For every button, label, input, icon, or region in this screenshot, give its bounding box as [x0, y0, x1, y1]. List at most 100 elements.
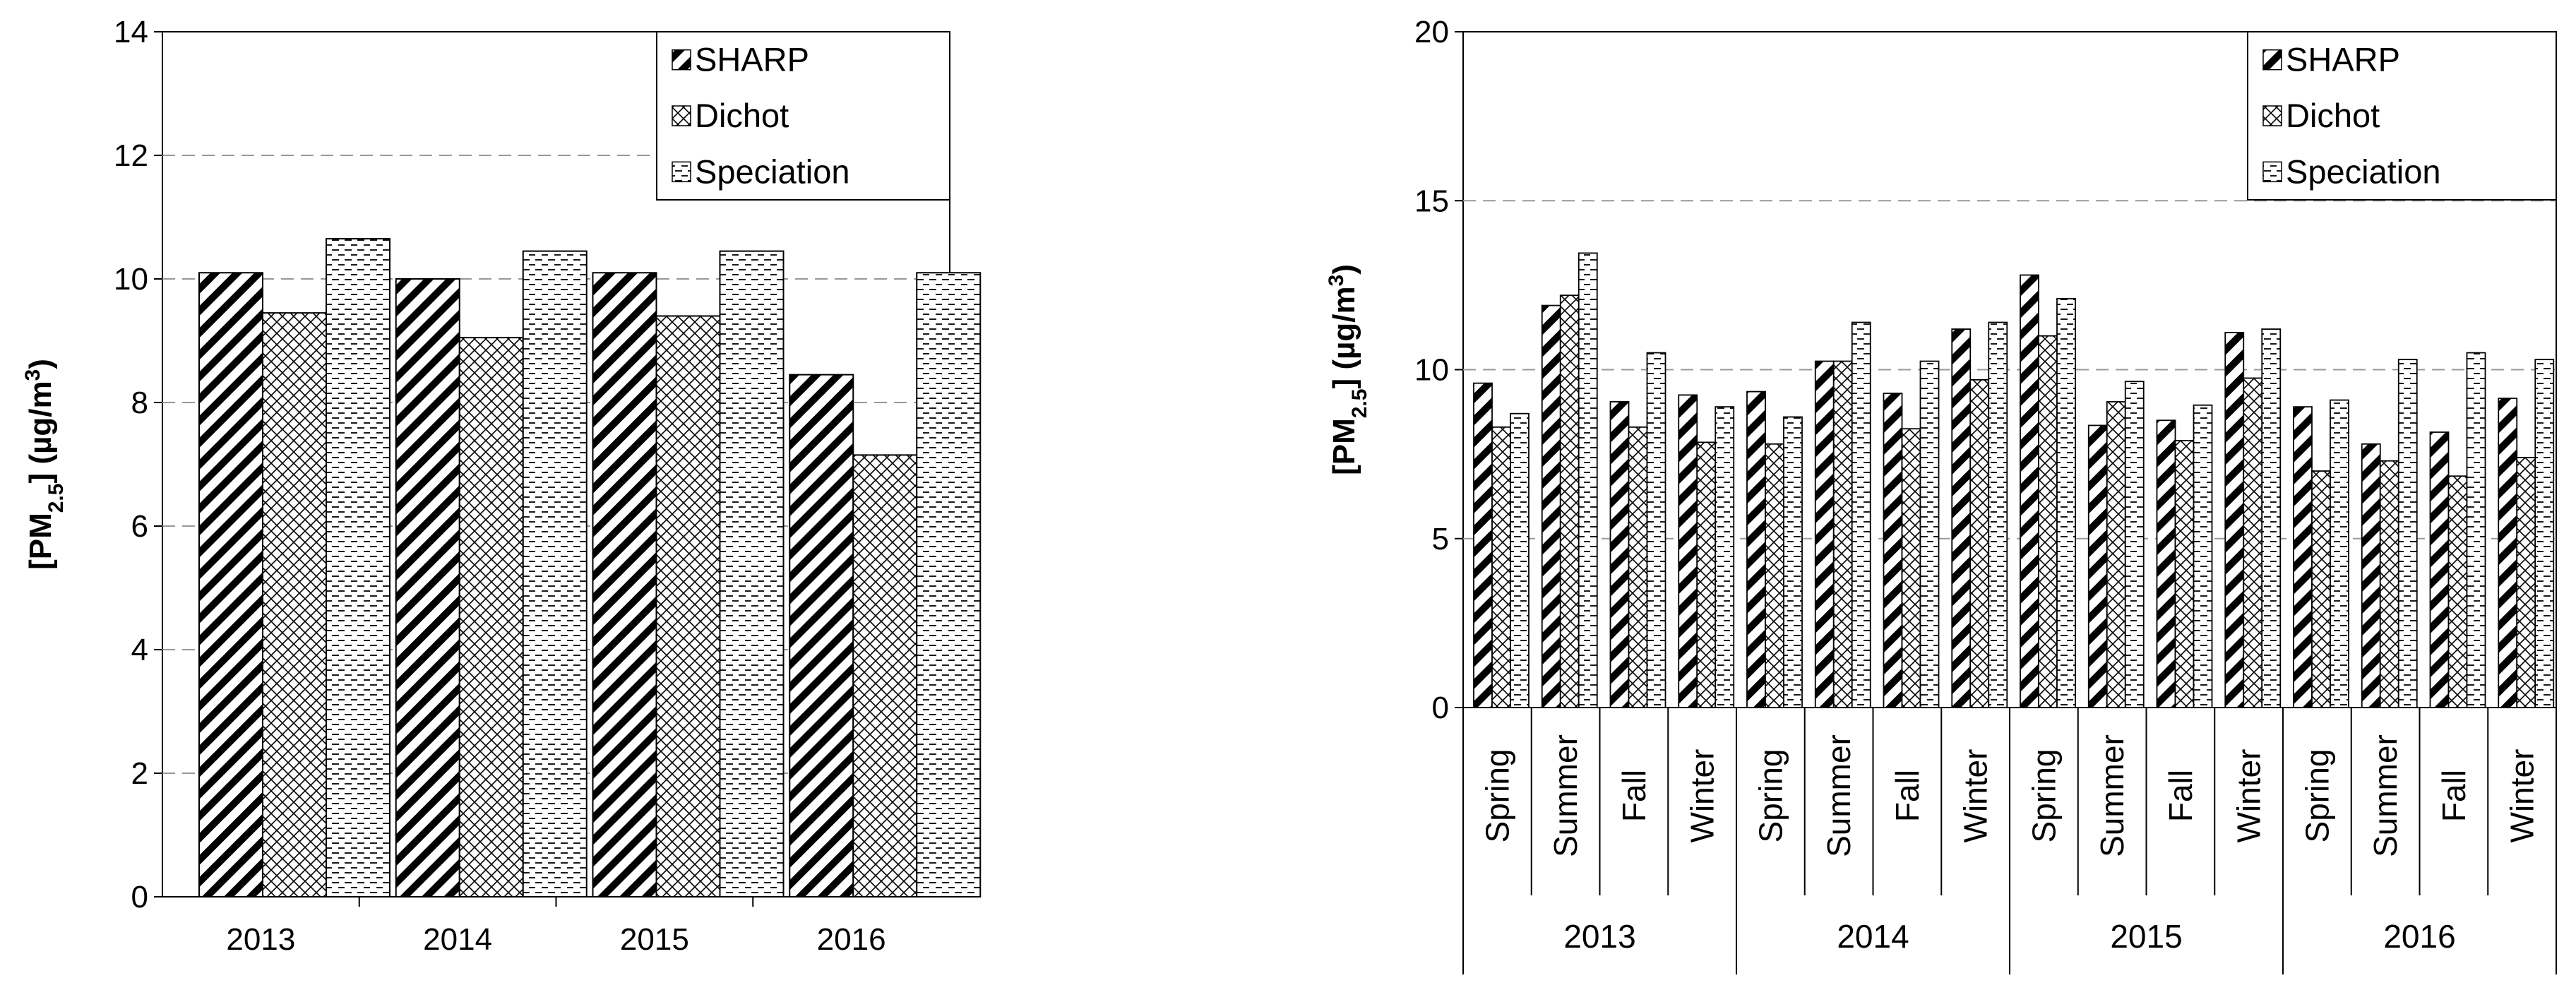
bar-speciation-0: [1510, 412, 1530, 708]
y-tick-label: 0: [131, 880, 148, 914]
legend-swatch-speciation: [672, 161, 691, 183]
season-label: Summer: [1820, 734, 1857, 857]
bar-sharp-0: [1473, 382, 1493, 708]
bar-dichot-2014: [458, 337, 524, 897]
bar-dichot-5: [1832, 360, 1853, 708]
legend-swatch-sharp: [672, 49, 691, 71]
bar-dichot-12: [2311, 470, 2331, 708]
bar-dichot-2013: [262, 312, 327, 897]
chart-seasonal: 0 5 10 15 20 Spring Summer Fall Winter Spring Summ…: [1325, 15, 2557, 974]
x-tick-label: 2013: [226, 922, 295, 957]
legend-label-sharp: SHARP: [2286, 41, 2400, 78]
bar-sharp-6: [1883, 393, 1903, 708]
y-tick-label: 6: [131, 509, 148, 544]
y-tick-label: 10: [114, 262, 148, 297]
year-group-label: 2016: [2383, 918, 2455, 955]
bar-dichot-0: [1491, 426, 1511, 708]
y-axis-label: [PM2.5] (µg/m3): [1325, 264, 1371, 475]
bar-dichot-6: [1901, 428, 1921, 708]
season-label: Winter: [1684, 749, 1721, 843]
bar-dichot-2016: [852, 454, 918, 897]
y-tick-label: 2: [131, 756, 148, 791]
bar-sharp-4: [1746, 390, 1766, 708]
y-tick-label: 5: [1432, 522, 1449, 556]
legend-label-dichot: Dichot: [695, 97, 789, 134]
season-label: Summer: [1547, 734, 1584, 857]
bar-sharp-8: [2020, 274, 2039, 708]
y-tick-label: 12: [114, 138, 148, 173]
bar-speciation-12: [2330, 399, 2349, 708]
season-label: Summer: [2094, 734, 2130, 857]
bar-speciation-2014: [522, 250, 588, 897]
legend: SHARP Dichot Speciation: [656, 31, 950, 201]
bar-sharp-7: [1951, 328, 1972, 708]
bar-sharp-2014: [395, 278, 460, 897]
bar-dichot-14: [2447, 475, 2468, 708]
bar-sharp-1: [1541, 304, 1561, 708]
bar-speciation-2013: [326, 238, 390, 897]
bar-speciation-11: [2261, 328, 2282, 708]
season-label: Spring: [2025, 749, 2062, 843]
x-tick-label: 2016: [817, 922, 886, 957]
bar-dichot-11: [2243, 377, 2263, 708]
bar-dichot-3: [1696, 441, 1717, 708]
bar-speciation-5: [1851, 321, 1871, 708]
bar-speciation-14: [2466, 352, 2486, 708]
year-group-label: 2013: [1563, 918, 1635, 955]
bar-speciation-2016: [916, 272, 982, 897]
bar-dichot-15: [2516, 457, 2536, 708]
legend-label-dichot: Dichot: [2286, 97, 2380, 134]
legend-swatch-sharp: [2262, 49, 2282, 71]
legend-label-speciation: Speciation: [2286, 153, 2441, 190]
bar-speciation-2: [1646, 352, 1666, 708]
season-label: Winter: [1957, 749, 1994, 843]
bar-speciation-2015: [719, 250, 785, 897]
bar-sharp-15: [2498, 398, 2518, 708]
bar-sharp-2: [1609, 401, 1630, 708]
bar-sharp-14: [2429, 431, 2450, 708]
x-tick-label: 2014: [423, 922, 492, 957]
season-label: Winter: [2504, 749, 2541, 843]
legend-box: [2247, 31, 2557, 201]
year-group-label: 2014: [1837, 918, 1909, 955]
season-label: Fall: [1616, 770, 1652, 822]
season-label: Spring: [2298, 749, 2335, 843]
bar-dichot-10: [2174, 440, 2195, 708]
bar-speciation-1: [1578, 252, 1598, 708]
bar-sharp-2013: [198, 272, 263, 897]
year-group-label: 2015: [2110, 918, 2182, 955]
bar-sharp-13: [2361, 443, 2381, 708]
legend-swatch-dichot: [2262, 105, 2282, 126]
bar-dichot-2015: [655, 315, 721, 897]
bar-sharp-10: [2156, 419, 2176, 708]
legend-box: [656, 31, 950, 201]
season-label: Spring: [1479, 749, 1515, 843]
bar-speciation-7: [1988, 321, 2008, 708]
legend-label-speciation: Speciation: [695, 153, 850, 190]
bar-sharp-5: [1814, 360, 1835, 708]
bar-sharp-11: [2224, 331, 2245, 708]
y-axis-label: [PM2.5] (µg/m3): [21, 359, 68, 570]
chart-annual: 0 2 4 6 8 10 12 14 2013 2014 2015 2016 [PM2.5] (µg/m…: [21, 15, 982, 957]
bar-dichot-8: [2038, 335, 2058, 708]
y-tick-label: 10: [1414, 353, 1449, 388]
bar-sharp-3: [1678, 394, 1698, 708]
legend: SHARP Dichot Speciation: [2247, 31, 2557, 201]
y-tick-label: 20: [1414, 15, 1449, 49]
season-label: Fall: [2435, 770, 2472, 822]
y-tick-label: 14: [114, 15, 148, 49]
bar-dichot-9: [2106, 401, 2126, 708]
bar-speciation-15: [2534, 359, 2555, 708]
y-tick-label: 8: [131, 386, 148, 420]
bar-sharp-9: [2087, 424, 2108, 708]
season-label: Winter: [2231, 749, 2267, 843]
bar-sharp-12: [2293, 406, 2313, 708]
season-label: Fall: [1889, 770, 1926, 822]
bar-dichot-1: [1559, 294, 1580, 708]
legend-swatch-speciation: [2262, 161, 2282, 183]
bar-sharp-2015: [592, 272, 657, 897]
legend-label-sharp: SHARP: [695, 41, 809, 78]
season-label: Fall: [2162, 770, 2199, 822]
bar-sharp-2016: [789, 374, 854, 897]
